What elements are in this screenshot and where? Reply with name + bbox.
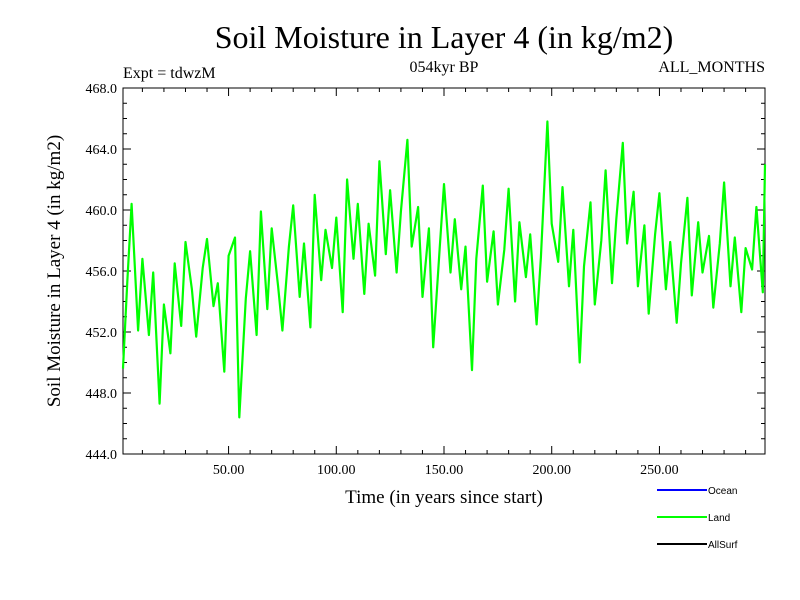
experiment-label: Expt = tdwzM xyxy=(123,65,216,82)
legend-item-allsurf: AllSurf xyxy=(657,540,738,551)
x-tick-label: 50.00 xyxy=(213,463,245,478)
chart-subtitle: 054kyr BP xyxy=(410,59,479,76)
legend-label-ocean: Ocean xyxy=(708,486,737,497)
y-axis-ticks: 444.0 448.0 452.0 456.0 460.0 464.0 468.0 xyxy=(86,82,765,463)
y-tick-label: 460.0 xyxy=(86,204,118,219)
months-label: ALL_MONTHS xyxy=(658,59,765,76)
legend: Ocean Land AllSurf xyxy=(657,486,738,551)
y-tick-label: 452.0 xyxy=(86,326,118,341)
y-tick-label: 456.0 xyxy=(86,265,118,280)
x-tick-label: 100.00 xyxy=(317,463,356,478)
chart-title: Soil Moisture in Layer 4 (in kg/m2) xyxy=(215,19,674,55)
y-tick-label: 448.0 xyxy=(86,387,118,402)
x-tick-label: 200.00 xyxy=(532,463,571,478)
y-axis-label: Soil Moisture in Layer 4 (in kg/m2) xyxy=(44,135,65,407)
y-tick-label: 464.0 xyxy=(86,143,118,158)
legend-label-land: Land xyxy=(708,513,730,524)
x-axis-ticks: 50.00 100.00 150.00 200.00 250.00 xyxy=(213,88,679,478)
y-tick-label: 444.0 xyxy=(86,448,118,463)
legend-label-allsurf: AllSurf xyxy=(708,540,738,551)
legend-item-ocean: Ocean xyxy=(657,486,737,497)
plot-area xyxy=(122,87,766,455)
y-tick-label: 468.0 xyxy=(86,82,118,97)
minor-ticks xyxy=(123,88,765,454)
legend-item-land: Land xyxy=(657,513,730,524)
x-tick-label: 150.00 xyxy=(425,463,464,478)
series-line-land xyxy=(121,120,767,419)
x-tick-label: 250.00 xyxy=(640,463,679,478)
x-axis-label: Time (in years since start) xyxy=(345,487,543,508)
